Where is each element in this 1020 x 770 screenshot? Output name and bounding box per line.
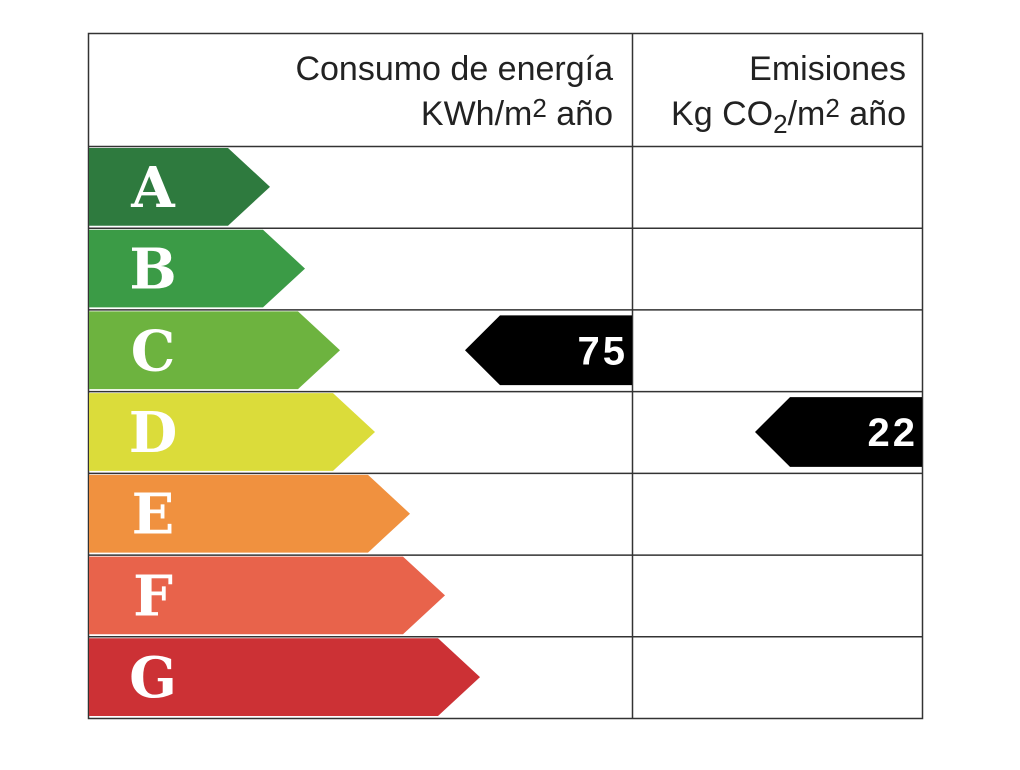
table-border: [87, 32, 924, 720]
indicator-arrow: [755, 397, 922, 467]
rating-letter: A: [130, 155, 176, 221]
emissions-unit: Kg CO2/m2 año: [671, 93, 906, 139]
rating-letter: C: [131, 318, 176, 384]
energy-unit: KWh/m2 año: [421, 93, 613, 133]
indicator-value: 75: [578, 329, 629, 373]
rating-letter: G: [129, 645, 177, 711]
rating-arrow: [89, 229, 305, 308]
unit-part: Kg CO: [671, 95, 773, 133]
rating-arrow: [89, 556, 445, 635]
rating-letter: E: [132, 482, 175, 548]
emissions-title: Emisiones: [749, 50, 906, 88]
unit-sub: 2: [773, 109, 787, 139]
unit-sup: 2: [825, 93, 839, 123]
rating-arrow: [89, 393, 375, 471]
unit-part: KWh/m: [421, 95, 532, 133]
energy-title: Consumo de energía: [295, 50, 613, 88]
unit-part: /m: [788, 95, 826, 133]
unit-part: año: [840, 95, 906, 133]
indicator-value: 22: [868, 411, 919, 455]
indicator-arrow: [465, 315, 632, 386]
unit-sup: 2: [532, 93, 546, 123]
rating-arrow: [89, 148, 270, 226]
rating-letter: B: [129, 237, 176, 303]
rating-arrow: [89, 474, 410, 553]
rating-letter: F: [133, 563, 173, 629]
rating-letter: D: [129, 400, 178, 466]
rating-arrow: [89, 311, 340, 390]
unit-part: año: [547, 95, 613, 133]
rating-arrow: [89, 638, 480, 716]
